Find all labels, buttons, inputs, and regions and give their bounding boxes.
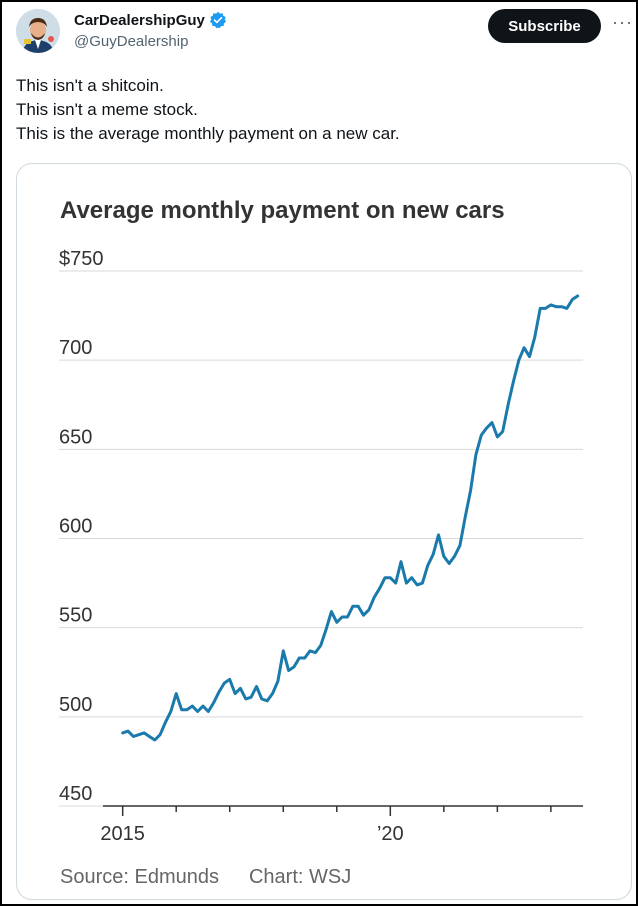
y-tick-label: 600 xyxy=(59,516,92,538)
x-tick-label: ’20 xyxy=(377,823,404,845)
x-tick-label: 2015 xyxy=(100,823,145,845)
y-tick-label: 450 xyxy=(59,783,92,805)
account-name-row: CarDealershipGuy xyxy=(74,11,227,29)
account-handle[interactable]: @GuyDealership xyxy=(74,33,189,50)
avatar-cartoon-icon xyxy=(16,9,60,53)
line-chart: $750 700 650 600 550 500 450 2015 ’20 xyxy=(59,248,583,845)
subscribe-button[interactable]: Subscribe xyxy=(488,9,601,43)
chart-title: Average monthly payment on new cars xyxy=(60,197,505,224)
series-line xyxy=(121,294,580,742)
y-tick-label: 700 xyxy=(59,337,92,359)
more-options-icon[interactable]: ··· xyxy=(612,12,633,32)
tweet-line: This isn't a meme stock. xyxy=(16,100,198,119)
y-tick-label: 500 xyxy=(59,694,92,716)
tweet-line: This is the average monthly payment on a… xyxy=(16,124,400,143)
avatar[interactable] xyxy=(16,9,60,53)
chart-footer: Source: Edmunds Chart: WSJ xyxy=(60,866,351,889)
y-tick-label: 550 xyxy=(59,605,92,627)
y-tick-label: $750 xyxy=(59,248,104,270)
chart-credit: Chart: WSJ xyxy=(248,866,352,888)
y-tick-label: 650 xyxy=(59,426,92,448)
tweet-line: This isn't a shitcoin. xyxy=(16,76,164,95)
chart-source: Source: Edmunds xyxy=(60,866,219,888)
verified-badge-icon xyxy=(209,11,226,29)
tweet-text: This isn't a shitcoin. This isn't a meme… xyxy=(16,74,400,146)
tweet-media-chart[interactable]: Average monthly payment on new cars $750… xyxy=(16,163,632,900)
display-name[interactable]: CarDealershipGuy xyxy=(74,11,205,29)
